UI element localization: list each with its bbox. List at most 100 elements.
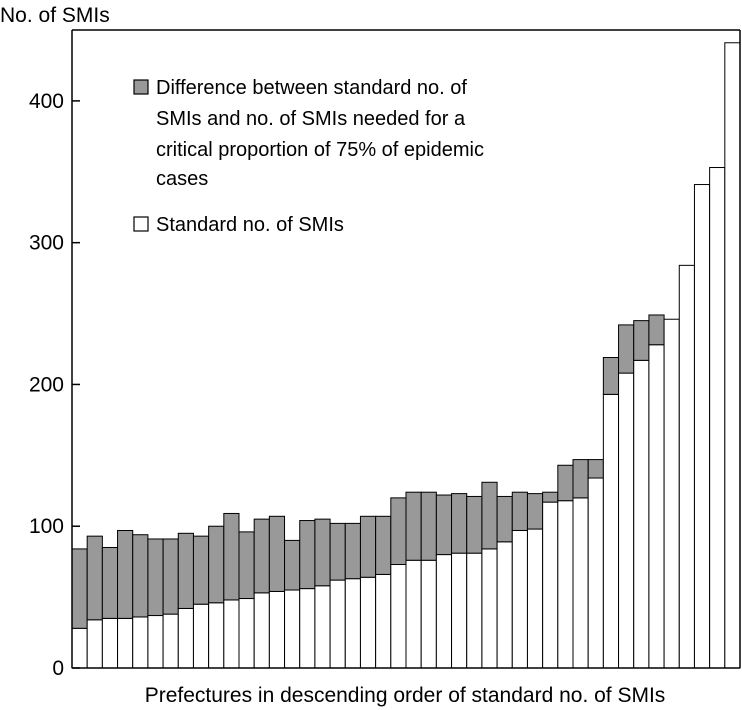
bar-standard xyxy=(147,615,164,669)
bar-standard xyxy=(223,599,240,669)
bar-standard xyxy=(329,579,346,669)
bar-difference xyxy=(375,515,392,575)
bar-standard xyxy=(268,590,286,669)
bar-standard xyxy=(314,585,331,669)
bar-standard xyxy=(253,592,270,669)
legend-swatch-standard xyxy=(133,216,149,232)
y-tick-label: 300 xyxy=(29,232,64,255)
bar-standard xyxy=(693,184,711,669)
bar-difference xyxy=(466,495,483,554)
bar-standard xyxy=(435,554,453,669)
bar-difference xyxy=(177,532,194,609)
bar-difference xyxy=(86,535,103,621)
legend-label-difference-line-2: SMIs and no. of SMIs needed for a xyxy=(156,108,466,130)
bar-difference xyxy=(238,531,255,600)
bar-standard xyxy=(602,393,620,669)
bar-standard xyxy=(466,552,483,669)
bar-standard xyxy=(420,559,437,669)
bar-standard xyxy=(678,264,695,669)
bar-difference xyxy=(359,515,377,578)
bar-standard xyxy=(663,318,680,669)
y-tick-label: 100 xyxy=(29,515,64,538)
bar-difference xyxy=(344,522,361,580)
bar-difference xyxy=(162,538,179,615)
y-axis-label: No. of SMIs xyxy=(0,4,110,27)
bar-difference xyxy=(435,494,453,556)
bar-difference xyxy=(390,497,407,566)
legend-label-difference-line-4: cases xyxy=(156,168,208,190)
bar-difference xyxy=(284,539,301,591)
bar-difference xyxy=(223,512,240,601)
bar-difference xyxy=(633,320,650,361)
bar-standard xyxy=(284,589,301,669)
bar-difference xyxy=(496,495,513,543)
bar-difference xyxy=(101,546,119,619)
y-tick-label: 400 xyxy=(29,90,64,113)
bar-difference xyxy=(208,525,225,604)
bar-standard xyxy=(557,500,574,669)
y-tick-label: 200 xyxy=(29,373,64,396)
bar-difference xyxy=(299,520,316,590)
bar-standard xyxy=(526,528,544,669)
bar-difference xyxy=(405,491,422,561)
bar-difference xyxy=(511,491,528,531)
legend-swatch-difference xyxy=(133,79,149,95)
bar-standard xyxy=(572,497,589,669)
bar-difference xyxy=(117,529,134,619)
bar-difference xyxy=(648,314,665,346)
bar-standard xyxy=(208,602,225,669)
bar-standard xyxy=(709,167,726,669)
bar-difference xyxy=(147,538,164,617)
bar-standard xyxy=(390,564,407,669)
bar-difference xyxy=(71,548,88,629)
bar-difference xyxy=(618,324,635,374)
legend-label-difference-line-1: Difference between standard no. of xyxy=(156,77,467,99)
bar-standard xyxy=(71,627,88,669)
bar-standard xyxy=(405,559,422,669)
bar-difference xyxy=(542,491,559,503)
legend: Difference between standard no. of SMIs … xyxy=(133,77,490,236)
bar-difference xyxy=(526,493,544,530)
bar-difference xyxy=(557,464,574,502)
bar-difference xyxy=(420,491,437,561)
bar-standard xyxy=(86,619,103,669)
bar-standard xyxy=(648,344,665,669)
bar-standard xyxy=(344,578,361,669)
bar-standard xyxy=(618,372,635,669)
bar-standard xyxy=(117,617,134,669)
bar-standard xyxy=(177,607,194,669)
bar-standard xyxy=(496,541,513,669)
legend-label-standard: Standard no. of SMIs xyxy=(156,214,344,236)
bar-standard xyxy=(542,501,559,669)
bar-standard xyxy=(587,477,604,669)
bar-difference xyxy=(314,518,331,587)
bar-difference xyxy=(132,534,149,618)
bar-standard xyxy=(132,616,149,669)
bar-standard xyxy=(162,613,179,669)
legend-label-difference-line-3: critical proportion of 75% of epidemic xyxy=(156,139,484,161)
bar-difference xyxy=(253,518,270,594)
bar-standard xyxy=(451,552,468,669)
bar-standard xyxy=(359,576,377,669)
bar-difference xyxy=(602,357,620,395)
axes: 0 100 200 300 400 xyxy=(29,29,741,680)
bar-difference xyxy=(192,535,210,605)
bar-standard xyxy=(511,529,528,669)
bar-difference xyxy=(572,459,589,499)
bar-standard xyxy=(633,359,650,669)
legend-label-difference: Difference between standard no. of SMIs … xyxy=(156,77,490,190)
bar-standard xyxy=(481,548,498,669)
y-tick-label: 0 xyxy=(52,657,64,680)
bar-difference xyxy=(451,493,468,554)
bar-standard xyxy=(101,617,119,669)
bar-standard xyxy=(724,42,741,669)
x-axis-label: Prefectures in descending order of stand… xyxy=(145,684,666,707)
bar-standard xyxy=(238,598,255,669)
bars xyxy=(71,42,741,669)
bar-difference xyxy=(587,459,604,479)
bar-difference xyxy=(268,515,286,592)
bar-standard xyxy=(299,588,316,669)
bar-standard xyxy=(192,603,210,669)
bar-standard xyxy=(375,573,392,669)
